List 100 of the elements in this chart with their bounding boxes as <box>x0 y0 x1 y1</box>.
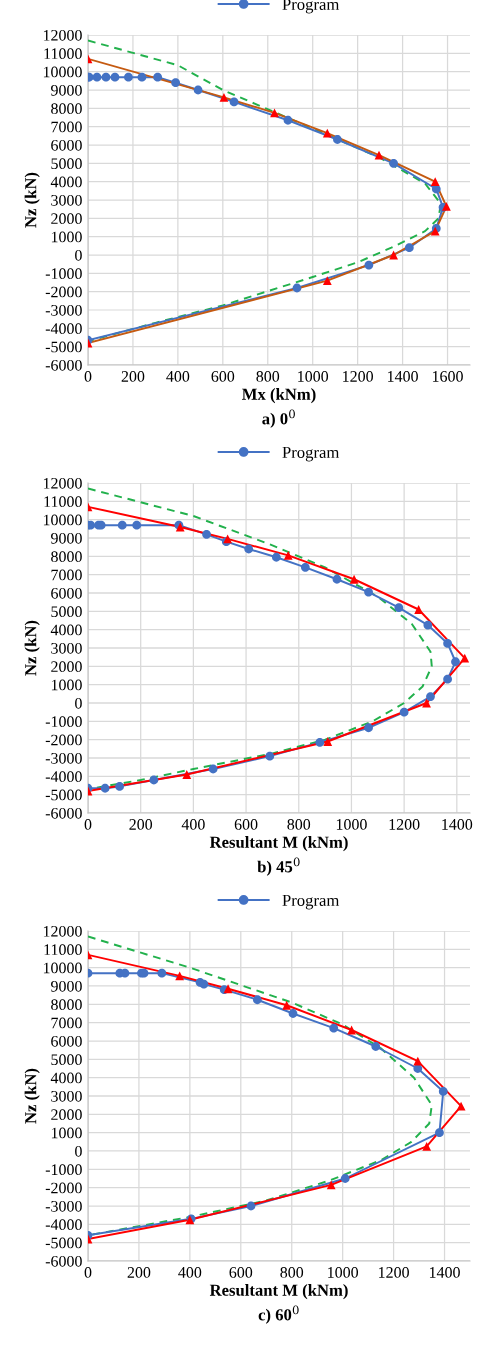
x-tick-label: 1200 <box>389 819 420 830</box>
point <box>322 276 332 286</box>
point <box>323 737 333 746</box>
y-tick-label: 9000 <box>51 532 82 544</box>
x-tick-label: 800 <box>287 819 311 830</box>
y-tick-label: -3000 <box>45 304 82 316</box>
point <box>175 971 185 981</box>
point <box>292 283 302 293</box>
y-tick-label: -5000 <box>45 789 82 801</box>
y-tick-label: 2000 <box>51 213 82 225</box>
point <box>389 250 398 260</box>
y-tick-label: 8000 <box>51 551 82 563</box>
text: c) 60$^{0}$ <box>258 1305 299 1324</box>
x-tick-label: 200 <box>127 1267 151 1278</box>
y-tick-label: 5000 <box>51 606 82 618</box>
point <box>283 115 293 125</box>
y-tick-label: 1000 <box>51 1127 82 1139</box>
point <box>110 72 120 82</box>
point <box>364 723 373 733</box>
y-tick-label: 3000 <box>51 642 82 654</box>
point <box>171 78 181 88</box>
y-tick-label: 11000 <box>44 496 82 508</box>
y-tick-label: 0 <box>75 1145 82 1157</box>
point <box>349 574 359 584</box>
point <box>229 97 239 107</box>
y-tick-label: 9000 <box>51 980 82 992</box>
point <box>149 775 159 785</box>
y-tick-label: 11000 <box>44 944 82 956</box>
y-tick-label: -1000 <box>45 716 82 728</box>
point <box>153 72 163 82</box>
y-tick-label: -4000 <box>45 323 82 335</box>
point <box>443 674 452 684</box>
y-tick-label: 6000 <box>51 587 82 599</box>
y-tick-label: 4000 <box>50 1072 82 1084</box>
point <box>271 552 281 562</box>
y-tick-label: 10000 <box>43 66 82 78</box>
point <box>219 92 229 102</box>
y-tick-label: 1000 <box>51 231 82 243</box>
x-tick-label: 200 <box>121 371 145 382</box>
y-tick-label: 2000 <box>51 661 82 673</box>
y-tick-label: 7000 <box>51 569 82 581</box>
point <box>347 1025 356 1035</box>
y-tick-label: 8000 <box>51 103 82 115</box>
point <box>132 520 142 530</box>
y-tick-label: -6000 <box>45 807 82 819</box>
y-tick-label: 10000 <box>43 514 82 526</box>
y-tick-label: 4000 <box>50 624 82 636</box>
point <box>223 984 233 994</box>
point <box>202 529 211 539</box>
legend-label: Program <box>282 446 340 462</box>
y-tick-label: -5000 <box>45 341 82 353</box>
point <box>332 574 342 584</box>
x-tick-label: 600 <box>211 371 235 382</box>
y-tick-label: 12000 <box>43 925 82 937</box>
point <box>404 243 414 253</box>
point <box>182 770 192 779</box>
x-tick-label: 1200 <box>343 371 374 382</box>
x-tick-label: 1600 <box>432 371 463 382</box>
y-tick-label: -3000 <box>45 752 82 764</box>
x-tick-label: 200 <box>129 819 153 830</box>
point <box>199 979 209 989</box>
y-tick-label: -1000 <box>45 1164 82 1176</box>
point <box>115 782 125 791</box>
point <box>340 1174 350 1183</box>
y-tick-label: 5000 <box>51 158 82 170</box>
x-tick-label: 1000 <box>328 1267 359 1278</box>
y-axis-title: Nz (kN) <box>24 1068 40 1124</box>
point <box>438 1087 448 1096</box>
x-tick-label: 1000 <box>336 819 367 830</box>
point <box>364 260 374 270</box>
point <box>137 72 147 82</box>
y-tick-label: 0 <box>75 697 82 709</box>
point <box>442 202 451 211</box>
point <box>315 738 325 747</box>
x-tick-label: 0 <box>84 1267 92 1278</box>
point <box>101 72 111 82</box>
point <box>117 520 127 530</box>
y-tick-label: 12000 <box>43 477 82 489</box>
point <box>300 562 310 572</box>
point <box>422 1142 432 1151</box>
y-tick-label: 6000 <box>51 139 82 151</box>
y-tick-label: 5000 <box>51 1054 82 1066</box>
y-tick-label: 4000 <box>50 176 82 188</box>
point <box>426 692 435 701</box>
x-tick-label: 0 <box>84 819 92 830</box>
y-tick-label: 11000 <box>44 48 82 60</box>
x-tick-label: 400 <box>166 371 190 382</box>
y-tick-label: 1000 <box>51 679 82 691</box>
y-tick-label: 6000 <box>51 1035 82 1047</box>
x-tick-label: 1400 <box>429 1267 460 1278</box>
point <box>399 707 409 717</box>
x-tick-label: 600 <box>234 819 258 830</box>
y-tick-label: 7000 <box>51 1017 82 1029</box>
y-tick-label: 10000 <box>43 962 82 974</box>
y-tick-label: -2000 <box>45 734 82 746</box>
x-tick-label: 400 <box>181 819 205 830</box>
x-tick-label: 1200 <box>379 1267 409 1278</box>
x-tick-label: 800 <box>280 1267 304 1278</box>
y-tick-label: -6000 <box>45 1255 82 1267</box>
point <box>252 995 262 1005</box>
